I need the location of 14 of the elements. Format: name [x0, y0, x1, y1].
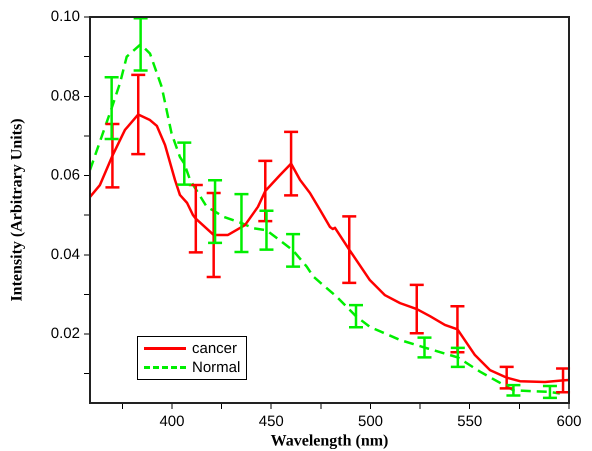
y-tick-label: 0.06	[50, 166, 80, 184]
y-tick-label: 0.02	[50, 325, 80, 342]
x-tick-label: 500	[358, 413, 384, 430]
legend-label: Normal	[192, 359, 240, 376]
y-tick-label: 0.10	[50, 8, 80, 26]
x-tick-label: 400	[159, 413, 184, 430]
y-tick-label: 0.08	[50, 87, 80, 104]
x-tick-label: 550	[457, 413, 482, 430]
y-tick-label: 0.04	[50, 246, 80, 263]
x-tick-label: 600	[556, 413, 582, 430]
x-tick-label: 450	[258, 413, 284, 430]
y-axis-title: Intensity (Arbitrary Units)	[8, 118, 26, 302]
x-axis-title: Wavelength (nm)	[270, 432, 388, 450]
legend-label: cancer	[192, 340, 238, 357]
